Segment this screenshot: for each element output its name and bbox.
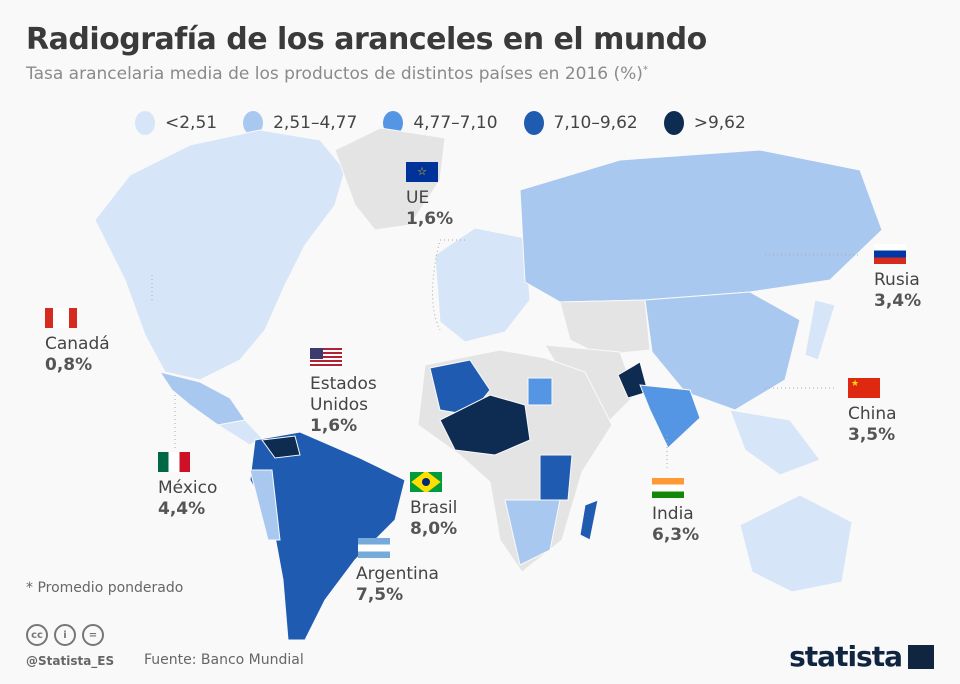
legend: <2,51 2,51–4,77 4,77–7,10 7,10–9,62 >9,62: [135, 111, 746, 135]
callout-name: Canadá: [45, 334, 110, 354]
callout-usa: Estados Unidos 1,6%: [310, 348, 390, 437]
cc-icon: cc: [26, 624, 48, 646]
eu-flag: ☆: [406, 162, 438, 182]
argentina-flag: [358, 538, 390, 558]
brand-text: statista: [789, 640, 903, 673]
russia-flag: [874, 244, 906, 264]
callout-brazil: Brasil 8,0%: [410, 472, 457, 540]
legend-item: <2,51: [135, 111, 217, 135]
callout-name: Estados Unidos: [310, 374, 377, 415]
region-europe: [434, 227, 531, 343]
callout-india: India 6,3%: [652, 478, 699, 546]
region-canada-usa: [94, 129, 346, 381]
callout-name: Argentina: [356, 564, 439, 584]
callout-value: 0,8%: [45, 355, 93, 375]
by-icon: i: [54, 624, 76, 646]
callout-name: Rusia: [874, 270, 920, 290]
callout-eu: ☆ UE 1,6%: [406, 162, 453, 230]
footnote: * Promedio ponderado: [26, 580, 184, 596]
nd-icon: =: [82, 624, 104, 646]
callout-canada: Canadá 0,8%: [45, 308, 110, 376]
statista-logo-icon: [908, 644, 934, 669]
region-australia: [739, 494, 853, 593]
region-southern-africa: [504, 499, 561, 566]
legend-label: <2,51: [165, 113, 218, 133]
subtitle-text: Tasa arancelaria media de los productos …: [26, 64, 643, 84]
legend-swatch: [135, 111, 155, 135]
region-mexico: [158, 371, 246, 426]
region-greenland: [334, 127, 446, 231]
region-central-asia: [559, 299, 651, 356]
callout-argentina: Argentina 7,5%: [356, 538, 439, 606]
callout-value: 4,4%: [158, 499, 206, 519]
canada-flag: [45, 308, 77, 328]
legend-item: >9,62: [663, 111, 746, 135]
region-china: [644, 291, 801, 411]
legend-item: 2,51–4,77: [243, 111, 357, 135]
legend-label: 4,77–7,10: [413, 113, 498, 133]
callout-china: ★ China 3,5%: [848, 378, 897, 446]
legend-swatch: [243, 111, 264, 135]
mexico-flag: [158, 452, 190, 472]
callout-value: 1,6%: [406, 209, 454, 229]
legend-item: 7,10–9,62: [523, 111, 638, 135]
region-central-america: [216, 419, 263, 446]
callout-leaders: [151, 239, 860, 470]
callout-value: 3,4%: [874, 291, 922, 311]
region-andes: [249, 469, 281, 541]
callout-name: México: [158, 478, 218, 498]
callout-name: China: [848, 404, 897, 424]
statista-logo[interactable]: statista: [789, 640, 934, 673]
region-india: [639, 384, 701, 449]
legend-label: 2,51–4,77: [273, 113, 358, 133]
twitter-handle[interactable]: @Statista_ES: [26, 654, 115, 668]
callout-name: UE: [406, 188, 430, 208]
callout-value: 8,0%: [410, 519, 458, 539]
callout-name: India: [652, 504, 694, 524]
license-icons: cc i =: [26, 624, 104, 646]
callout-value: 3,5%: [848, 425, 896, 445]
callout-mexico: México 4,4%: [158, 452, 217, 520]
subtitle-mark: *: [642, 64, 648, 76]
region-russia: [519, 149, 883, 303]
india-flag: [652, 478, 684, 498]
legend-label: 7,10–9,62: [553, 113, 638, 133]
region-egypt: [527, 377, 553, 406]
legend-swatch: [663, 111, 684, 135]
subtitle: Tasa arancelaria media de los productos …: [26, 64, 648, 84]
region-madagascar: [579, 499, 599, 541]
region-southeast-asia: [729, 409, 821, 476]
callout-russia: Rusia 3,4%: [874, 244, 921, 312]
source: Fuente: Banco Mundial: [144, 652, 304, 668]
region-japan: [804, 299, 836, 361]
region-east-africa: [539, 454, 573, 501]
legend-swatch: [523, 111, 544, 135]
brazil-flag: [410, 472, 442, 492]
region-venezuela: [261, 435, 301, 459]
usa-flag: [310, 348, 342, 368]
page-title: Radiografía de los aranceles en el mundo: [26, 22, 707, 57]
callout-value: 7,5%: [356, 585, 404, 605]
legend-label: >9,62: [693, 113, 746, 133]
callout-name: Brasil: [410, 498, 458, 518]
china-flag: ★: [848, 378, 880, 398]
region-west-africa: [439, 394, 531, 456]
callout-value: 6,3%: [652, 525, 700, 545]
callout-value: 1,6%: [310, 416, 358, 436]
